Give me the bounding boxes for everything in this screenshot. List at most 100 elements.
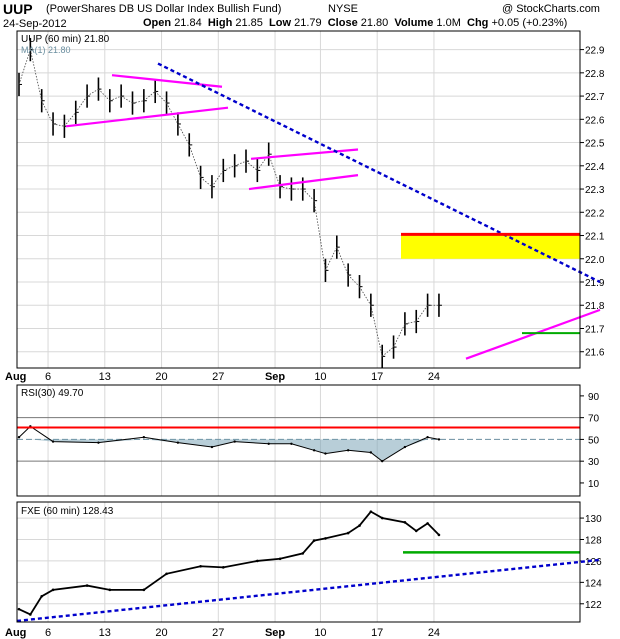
fxe-point	[403, 521, 407, 524]
pink-trendline	[250, 148, 359, 160]
rsi-point	[312, 449, 316, 452]
price-y-tick-label: 21.9	[585, 278, 605, 289]
chg-value: +0.05 (+0.23%)	[491, 17, 568, 29]
rsi-legend: RSI(30) 49.70	[21, 388, 84, 399]
rsi-point	[381, 459, 384, 463]
rsi-y-tick-label: 70	[588, 414, 600, 425]
fxe-point	[346, 531, 350, 535]
rsi-y-tick-label: 90	[588, 392, 600, 403]
x-tick-label-bottom: Aug	[5, 627, 26, 639]
x-tick-label: 6	[45, 371, 51, 383]
price-legend-series: UUP (60 min) 21.80	[21, 34, 110, 45]
price-connector	[245, 160, 258, 171]
price-connector	[381, 346, 394, 357]
open-label: Open	[143, 17, 172, 29]
x-tick-label-bottom: 10	[314, 627, 326, 639]
panel-bg-price	[17, 31, 580, 368]
fxe-point	[256, 559, 259, 563]
open-value: 21.84	[174, 17, 202, 29]
fxe-y-tick-label: 130	[585, 514, 602, 525]
x-tick-label-bottom: 13	[99, 627, 111, 639]
price-y-tick-label: 22.5	[585, 139, 605, 150]
price-connector	[223, 165, 235, 171]
high-value: 21.85	[235, 17, 263, 29]
price-y-tick-label: 22.7	[585, 92, 605, 103]
fxe-point	[108, 588, 112, 592]
copyright: @ StockCharts.com	[502, 3, 600, 15]
x-tick-label-bottom: 17	[371, 627, 383, 639]
rsi-y-tick-label: 50	[588, 435, 600, 446]
fxe-point	[278, 557, 282, 561]
x-tick-label: Sep	[265, 371, 285, 383]
fxe-point	[380, 516, 384, 520]
price-connector	[336, 246, 349, 276]
price-connector	[325, 246, 338, 271]
exchange: NYSE	[328, 3, 358, 15]
rsi-point	[142, 436, 146, 439]
price-connector	[52, 123, 65, 127]
price-connector	[211, 170, 224, 187]
price-connector	[166, 102, 179, 125]
symbol: UUP	[3, 1, 33, 17]
fxe-point	[358, 524, 361, 527]
close-value: 21.80	[360, 17, 389, 29]
fxe-legend: FXE (60 min) 128.43	[21, 506, 114, 517]
panel-bg-fxe	[17, 502, 580, 622]
x-tick-label: 13	[99, 371, 111, 383]
price-connector	[18, 49, 31, 85]
chg-label: Chg	[467, 17, 489, 29]
date: 24-Sep-2012	[3, 18, 67, 30]
x-tick-label: 10	[314, 371, 326, 383]
fxe-point	[312, 539, 316, 542]
price-connector	[41, 100, 54, 125]
price-y-tick-label: 21.6	[585, 348, 605, 359]
rsi-point	[176, 441, 180, 444]
price-connector	[75, 95, 88, 113]
x-tick-label-bottom: 27	[212, 627, 224, 639]
rsi-point	[290, 442, 293, 445]
pink-trendline	[465, 308, 601, 360]
price-legend-ma: MA(1) 21.80	[21, 45, 71, 55]
price-y-tick-label: 22.9	[585, 46, 605, 57]
rsi-point	[210, 445, 214, 449]
price-y-tick-label: 22.1	[585, 232, 605, 243]
fxe-point	[199, 564, 202, 568]
pink-trendline	[65, 106, 229, 128]
fxe-y-tick-label: 124	[585, 578, 602, 589]
price-connector	[234, 160, 247, 167]
fxe-point	[17, 607, 21, 611]
price-connector	[279, 186, 292, 190]
x-tick-label: 24	[428, 371, 440, 383]
rsi-point	[346, 449, 350, 452]
fxe-y-tick-label: 128	[585, 536, 602, 547]
x-tick-label-bottom: 20	[155, 627, 167, 639]
price-connector	[143, 91, 156, 102]
price-y-tick-label: 22.0	[585, 255, 605, 266]
low-label: Low	[269, 17, 292, 29]
x-tick-label: 27	[212, 371, 224, 383]
x-tick-label-bottom: 24	[428, 627, 440, 639]
price-connector	[200, 177, 213, 188]
price-y-tick-label: 22.4	[585, 162, 605, 173]
price-y-tick-label: 22.3	[585, 185, 605, 196]
price-y-tick-label: 21.7	[585, 324, 605, 335]
panel-border-rsi	[16, 384, 581, 497]
fxe-point	[142, 588, 146, 592]
rsi-point	[17, 436, 21, 439]
fxe-point	[426, 522, 429, 525]
fxe-point	[324, 537, 327, 540]
fxe-point	[414, 529, 418, 533]
volume-value: 1.0M	[436, 17, 461, 29]
fxe-point	[51, 588, 55, 592]
x-tick-label: 20	[155, 371, 167, 383]
rsi-point	[267, 442, 270, 445]
panel-border-price	[16, 30, 581, 369]
price-connector	[86, 88, 99, 97]
panel-border-fxe	[16, 501, 581, 623]
rsi-fill	[19, 439, 439, 462]
rsi-point	[324, 452, 327, 455]
high-label: High	[207, 17, 233, 29]
price-connector	[393, 323, 406, 348]
